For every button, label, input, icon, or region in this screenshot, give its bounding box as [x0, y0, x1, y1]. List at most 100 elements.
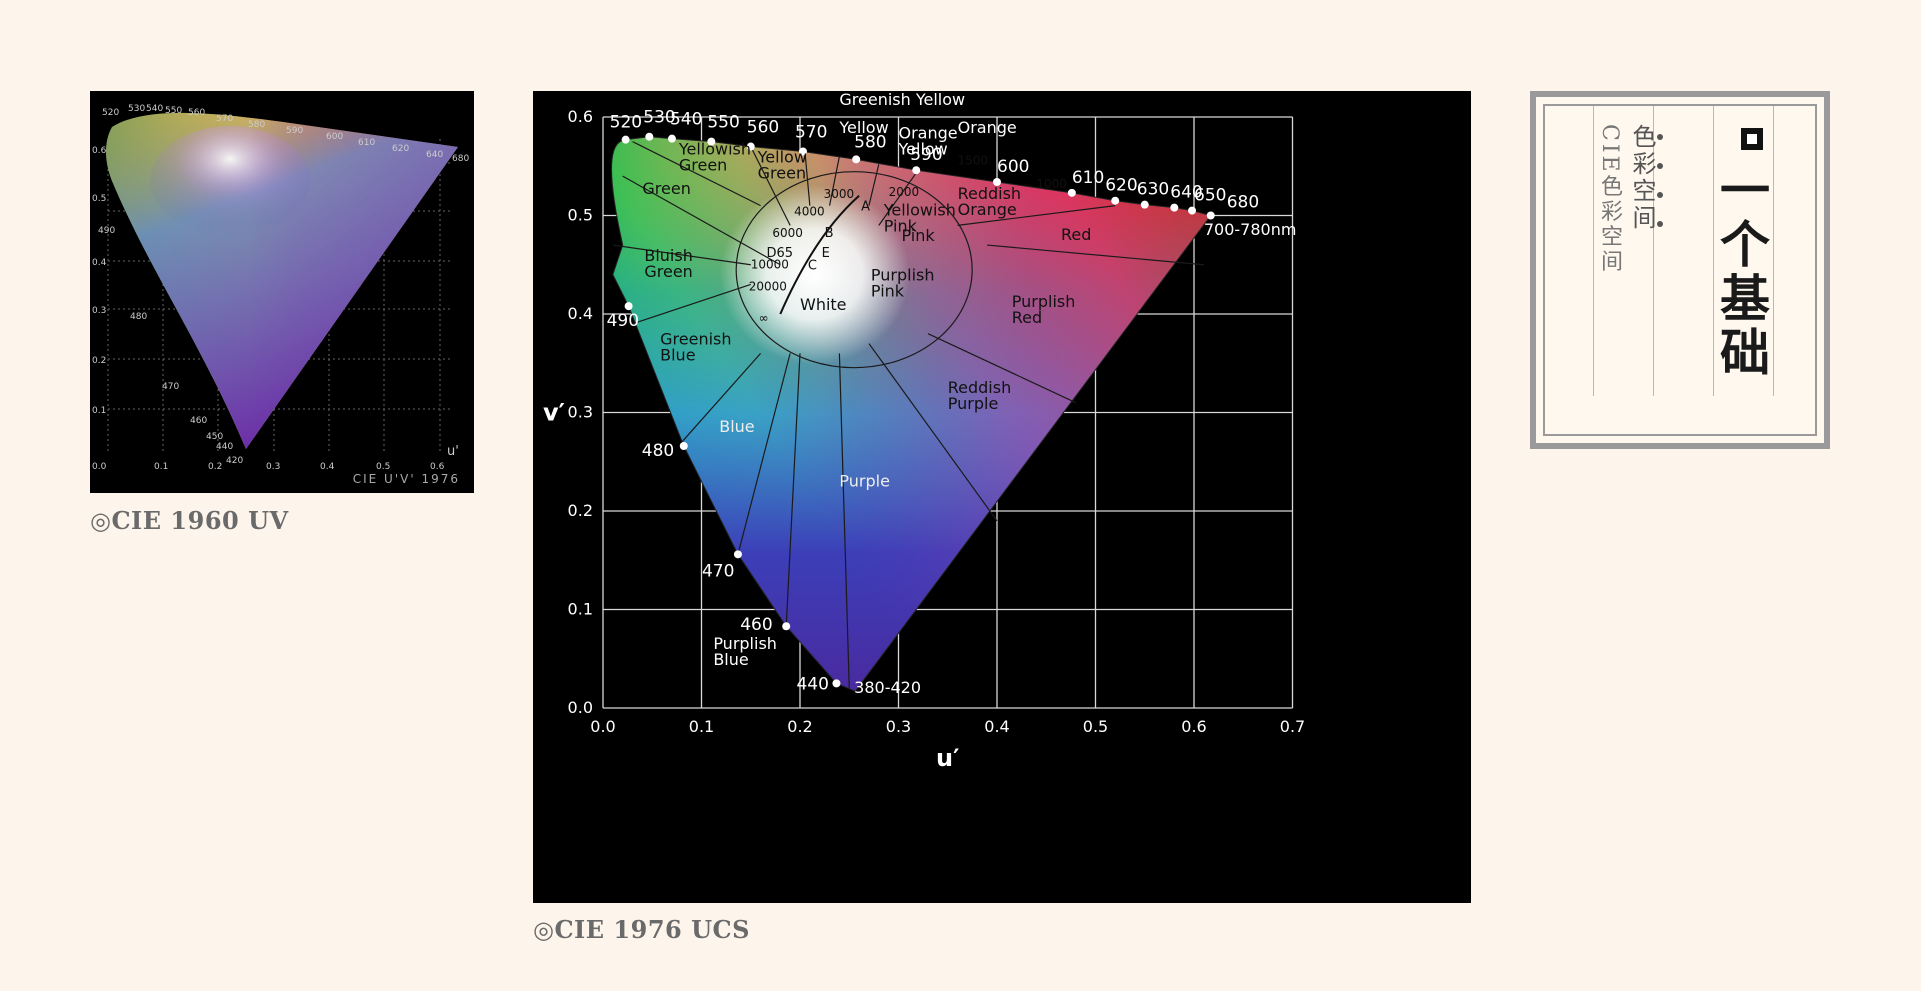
region-label: Greenish Blue — [660, 330, 731, 365]
locus-dot — [1188, 206, 1197, 215]
svg-text:0.4: 0.4 — [92, 258, 107, 268]
locus-label: 470 — [702, 561, 734, 581]
region-label: Yellowish Green — [678, 139, 751, 174]
svg-text:580: 580 — [248, 120, 265, 130]
region-boundary — [927, 333, 1077, 404]
region-boundary — [957, 205, 1116, 226]
locus-dot — [1111, 196, 1120, 205]
region-label: Greenish Yellow — [839, 91, 965, 109]
locus-label: 550 — [707, 113, 739, 133]
planckian-label: 1000 — [1036, 177, 1067, 191]
region-boundary — [622, 175, 781, 266]
svg-text:0.3: 0.3 — [266, 462, 280, 472]
region-label: White — [800, 295, 847, 314]
x-tick-label: 0.0 — [590, 717, 615, 736]
locus-dot — [1206, 211, 1215, 220]
svg-text:520: 520 — [102, 108, 119, 118]
svg-text:0.5: 0.5 — [92, 194, 106, 204]
svg-text:420: 420 — [226, 456, 243, 466]
region-label: Red — [1061, 225, 1091, 244]
illuminant-label: C — [808, 259, 817, 274]
locus-label: 600 — [997, 157, 1029, 177]
small-white-point — [150, 126, 310, 236]
title-sub1: 色彩空间 — [1628, 124, 1656, 232]
region-boundary — [632, 283, 751, 325]
svg-text:550: 550 — [165, 106, 182, 116]
locus-dot — [1170, 203, 1179, 212]
locus-label: 650 — [1194, 186, 1226, 206]
svg-text:0.2: 0.2 — [92, 356, 106, 366]
locus-dot — [912, 166, 921, 175]
region-boundary — [868, 164, 880, 206]
title-box-inner: 一个基础 色彩空间 CIE色彩空间 — [1543, 104, 1817, 436]
locus-label: 590 — [910, 145, 942, 165]
locus-label: 480 — [642, 441, 674, 461]
y-tick-label: 0.0 — [568, 698, 593, 717]
x-tick-label: 0.4 — [984, 717, 1009, 736]
svg-text:0.1: 0.1 — [154, 462, 168, 472]
locus-label: 520 — [610, 113, 642, 133]
svg-text:570: 570 — [216, 114, 233, 124]
svg-text:0.6: 0.6 — [92, 146, 107, 156]
region-boundary — [878, 169, 919, 226]
y-tick-label: 0.4 — [568, 304, 593, 323]
divider — [1653, 106, 1654, 396]
title-sub2: CIE色彩空间 — [1597, 124, 1622, 275]
svg-text:0.1: 0.1 — [92, 406, 106, 416]
locus-label: 460 — [740, 615, 772, 635]
planckian-label: 20000 — [749, 279, 787, 293]
x-tick-label: 0.2 — [787, 717, 812, 736]
planckian-label: 6000 — [772, 226, 803, 240]
divider — [1773, 106, 1774, 396]
region-label: Reddish Purple — [948, 378, 1011, 413]
locus-label: 630 — [1137, 180, 1169, 200]
svg-text:0.6: 0.6 — [430, 462, 445, 472]
locus-label: 680 — [1227, 193, 1259, 213]
region-label: Blue — [719, 417, 754, 436]
svg-text:480: 480 — [130, 312, 147, 322]
divider — [1713, 106, 1714, 396]
small-xlabel: u' — [447, 444, 459, 459]
svg-text:0.4: 0.4 — [320, 462, 335, 472]
svg-text:450: 450 — [206, 432, 223, 442]
region-label: Yellow Green — [757, 147, 807, 182]
locus-dot — [746, 142, 755, 151]
locus-label: 440 — [796, 674, 828, 694]
region-boundary — [838, 353, 850, 689]
svg-text:440: 440 — [216, 442, 233, 452]
illuminant-label: E — [822, 246, 830, 261]
locus-dot — [707, 137, 716, 146]
locus-label: 490 — [607, 311, 639, 331]
region-label: Orange — [958, 118, 1017, 137]
cie-1960-chart: 520 530 540 550 560 570 580 590 600 610 620 640 … — [90, 91, 474, 493]
x-tick-label: 0.5 — [1083, 717, 1108, 736]
region-boundary — [828, 156, 840, 206]
region-boundary — [804, 151, 811, 206]
locus-dot — [852, 155, 861, 164]
title-main: 一个基础 — [1712, 164, 1771, 380]
locus-dot — [621, 135, 630, 144]
locus-label: 540 — [670, 110, 702, 130]
region-label: Purplish Pink — [871, 266, 935, 301]
locus-extra-label: 700-780nm — [1204, 220, 1297, 239]
region-label: Purplish Blue — [713, 634, 777, 669]
planckian-label: ∞ — [759, 311, 769, 325]
region-boundary — [737, 353, 791, 555]
locus-dot — [832, 679, 841, 688]
svg-text:0.2: 0.2 — [208, 462, 222, 472]
x-tick-label: 0.1 — [689, 717, 714, 736]
y-tick-label: 0.6 — [568, 107, 593, 126]
svg-text:530: 530 — [128, 104, 145, 114]
bullet-icon — [1657, 163, 1663, 169]
planckian-label: 4000 — [794, 205, 825, 219]
svg-text:490: 490 — [98, 226, 115, 236]
svg-text:590: 590 — [286, 126, 303, 136]
svg-text:680: 680 — [452, 154, 469, 164]
locus-label: 530 — [643, 108, 675, 128]
x-tick-label: 0.6 — [1181, 717, 1206, 736]
